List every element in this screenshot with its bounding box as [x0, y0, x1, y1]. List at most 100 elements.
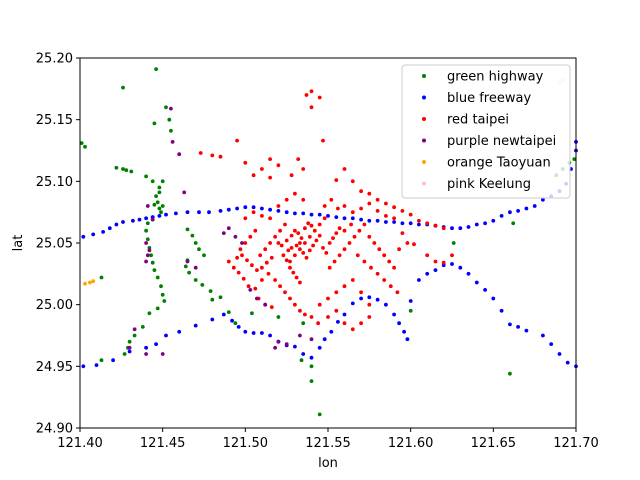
data-point — [311, 243, 315, 248]
data-point — [91, 279, 96, 284]
data-point — [450, 226, 454, 231]
data-point — [337, 226, 342, 231]
data-point — [359, 189, 363, 194]
data-point — [79, 141, 84, 146]
data-point — [243, 160, 248, 165]
data-point — [309, 355, 314, 360]
data-point — [268, 157, 272, 162]
data-point — [352, 234, 357, 239]
data-point — [210, 317, 215, 322]
data-point — [301, 211, 306, 216]
x-tick-label: 121.65 — [471, 436, 517, 451]
data-point — [243, 329, 248, 334]
data-point — [326, 296, 330, 301]
legend-marker — [422, 160, 426, 164]
data-point — [329, 197, 334, 202]
data-point — [293, 344, 297, 349]
data-point — [408, 299, 413, 303]
data-point — [350, 210, 355, 215]
data-point — [233, 234, 238, 239]
series-2 — [198, 89, 454, 332]
data-point — [367, 191, 372, 196]
legend: green highway blue freeway red taipei purpl… — [401, 64, 571, 199]
data-point — [260, 206, 264, 211]
data-point — [508, 210, 512, 215]
data-point — [101, 230, 105, 234]
data-point — [392, 312, 396, 317]
data-point — [408, 221, 413, 226]
data-point — [182, 190, 187, 195]
data-point — [107, 226, 112, 231]
data-point — [144, 228, 149, 233]
data-point — [408, 212, 413, 217]
data-point — [309, 364, 314, 369]
data-point — [193, 323, 198, 328]
data-point — [384, 302, 388, 307]
data-point — [276, 241, 281, 245]
data-point — [298, 241, 302, 245]
data-point — [157, 185, 162, 190]
data-point — [322, 216, 327, 221]
data-point — [359, 217, 363, 222]
series-1 — [81, 140, 578, 369]
data-point — [230, 318, 235, 323]
data-point — [375, 209, 380, 213]
data-point — [284, 197, 289, 202]
data-point — [253, 228, 258, 233]
legend-entry: red taipei — [447, 113, 509, 128]
data-point — [384, 201, 388, 206]
legend-entry: purple newtaipei — [447, 134, 556, 149]
x-tick-label: 121.40 — [57, 436, 103, 451]
data-point — [94, 363, 99, 367]
data-point — [367, 201, 372, 206]
y-axis-label: lat — [11, 235, 26, 252]
data-point — [276, 163, 281, 168]
data-point — [218, 209, 223, 213]
data-point — [367, 302, 372, 307]
data-point — [417, 278, 421, 282]
data-point — [243, 216, 248, 221]
data-point — [147, 311, 152, 316]
data-point — [164, 333, 168, 338]
data-point — [127, 349, 132, 354]
data-point — [144, 241, 149, 245]
data-point — [349, 222, 353, 227]
data-point — [321, 246, 325, 250]
data-point — [124, 168, 129, 173]
data-point — [155, 306, 160, 311]
data-point — [384, 214, 388, 218]
data-point — [296, 157, 301, 162]
data-point — [240, 241, 244, 245]
data-point — [392, 216, 396, 221]
data-point — [524, 206, 529, 211]
data-point — [131, 218, 135, 223]
data-point — [412, 242, 416, 247]
data-point — [299, 358, 304, 363]
data-point — [309, 105, 314, 110]
data-point — [384, 220, 388, 224]
data-point — [253, 286, 258, 291]
data-point — [375, 218, 380, 223]
x-tick-label: 121.50 — [223, 436, 269, 451]
data-point — [155, 275, 160, 280]
data-point — [266, 271, 271, 276]
data-point — [392, 265, 396, 270]
data-point — [260, 265, 264, 270]
data-point — [218, 295, 223, 300]
data-point — [298, 247, 302, 252]
data-point — [150, 260, 155, 265]
data-point — [508, 371, 512, 376]
data-point — [425, 271, 430, 276]
data-point — [367, 234, 372, 239]
data-point — [306, 221, 311, 226]
data-point — [164, 212, 168, 217]
data-point — [309, 337, 314, 342]
data-point — [260, 214, 264, 218]
data-point — [317, 95, 322, 100]
data-point — [357, 228, 362, 233]
data-point — [417, 218, 421, 223]
data-point — [301, 197, 306, 202]
data-point — [160, 352, 165, 356]
data-point — [289, 173, 294, 178]
